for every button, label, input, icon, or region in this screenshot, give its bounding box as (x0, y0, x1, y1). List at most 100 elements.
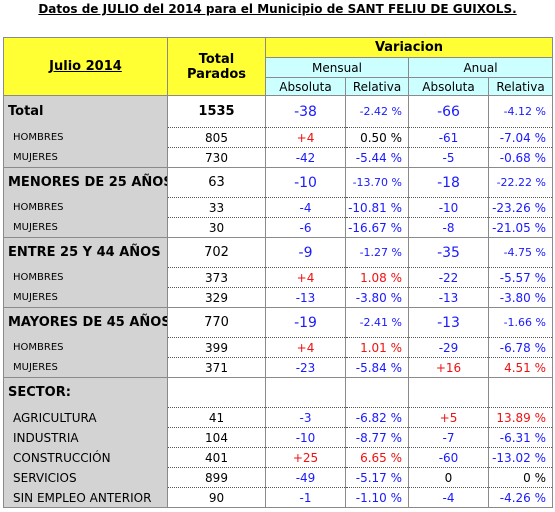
table-row: INDUSTRIA 104 -10 -8.77 % -7 -6.31 % (3, 427, 553, 448)
row-label: MENORES DE 25 AÑOS: (3, 167, 168, 198)
annual-relative: -1.66 % (488, 307, 553, 338)
annual-relative: 13.89 % (488, 407, 553, 428)
row-label: SERVICIOS (3, 467, 168, 488)
monthly-relative (345, 377, 409, 408)
total-value: 41 (167, 407, 266, 428)
data-table: Julio 2014 Total Parados Variacion Mensu… (3, 37, 553, 508)
table-row: MUJERES 30 -6 -16.67 % -8 -21.05 % (3, 217, 553, 238)
table-row: MUJERES 730 -42 -5.44 % -5 -0.68 % (3, 147, 553, 168)
total-value: 805 (167, 127, 266, 148)
monthly-relative: -2.41 % (345, 307, 409, 338)
monthly-absolute: -3 (265, 407, 346, 428)
row-label: INDUSTRIA (3, 427, 168, 448)
annual-absolute: -35 (408, 237, 489, 268)
total-value: 90 (167, 487, 266, 508)
row-label: MAYORES DE 45 AÑOS (3, 307, 168, 338)
total-value: 30 (167, 217, 266, 238)
annual-relative: -3.80 % (488, 287, 553, 308)
monthly-relative: -5.44 % (345, 147, 409, 168)
monthly-absolute: -38 (265, 95, 346, 128)
table-row: MAYORES DE 45 AÑOS 770 -19 -2.41 % -13 -1.66 … (3, 307, 553, 338)
monthly-relative: 1.01 % (345, 337, 409, 358)
monthly-relative: 1.08 % (345, 267, 409, 288)
monthly-absolute (265, 377, 346, 408)
row-label: HOMBRES (3, 337, 168, 358)
monthly-absolute: +4 (265, 127, 346, 148)
monthly-absolute: -4 (265, 197, 346, 218)
table-row: MUJERES 329 -13 -3.80 % -13 -3.80 % (3, 287, 553, 308)
annual-absolute (408, 377, 489, 408)
annual-relative: -6.31 % (488, 427, 553, 448)
annual-absolute: -61 (408, 127, 489, 148)
table-row: HOMBRES 399 +4 1.01 % -29 -6.78 % (3, 337, 553, 358)
anual-header: Anual (408, 57, 553, 78)
annual-relative: -4.26 % (488, 487, 553, 508)
table-row: SECTOR: (3, 377, 553, 408)
table-row: HOMBRES 373 +4 1.08 % -22 -5.57 % (3, 267, 553, 288)
annual-absolute: -66 (408, 95, 489, 128)
monthly-absolute: +25 (265, 447, 346, 468)
mensual-header: Mensual (265, 57, 409, 78)
annual-relative: -5.57 % (488, 267, 553, 288)
row-label: HOMBRES (3, 127, 168, 148)
monthly-absolute: -6 (265, 217, 346, 238)
table-row: ENTRE 25 Y 44 AÑOS 702 -9 -1.27 % -35 -4.75 % (3, 237, 553, 268)
annual-relative: 0 % (488, 467, 553, 488)
annual-absolute: -60 (408, 447, 489, 468)
row-label: MUJERES (3, 287, 168, 308)
annual-absolute: -7 (408, 427, 489, 448)
total-value: 730 (167, 147, 266, 168)
monthly-relative: -2.42 % (345, 95, 409, 128)
total-value: 399 (167, 337, 266, 358)
total-value: 33 (167, 197, 266, 218)
annual-relative: -13.02 % (488, 447, 553, 468)
monthly-relative: -10.81 % (345, 197, 409, 218)
monthly-absolute: -13 (265, 287, 346, 308)
table-row: Total 1535 -38 -2.42 % -66 -4.12 % (3, 95, 553, 128)
total-value: 329 (167, 287, 266, 308)
total-value: 104 (167, 427, 266, 448)
total-header: Total Parados (167, 37, 266, 96)
monthly-relative: -6.82 % (345, 407, 409, 428)
annual-absolute: 0 (408, 467, 489, 488)
annual-absolute: -8 (408, 217, 489, 238)
total-value: 770 (167, 307, 266, 338)
annual-absolute: -5 (408, 147, 489, 168)
monthly-absolute: -23 (265, 357, 346, 378)
total-value: 63 (167, 167, 266, 198)
row-label: AGRICULTURA (3, 407, 168, 428)
row-label: HOMBRES (3, 267, 168, 288)
annual-relative: -21.05 % (488, 217, 553, 238)
table-row: MUJERES 371 -23 -5.84 % +16 4.51 % (3, 357, 553, 378)
monthly-absolute: -49 (265, 467, 346, 488)
row-label: MUJERES (3, 147, 168, 168)
row-label: SIN EMPLEO ANTERIOR (3, 487, 168, 508)
monthly-relative: -5.84 % (345, 357, 409, 378)
row-label: CONSTRUCCIÓN (3, 447, 168, 468)
annual-absolute: -18 (408, 167, 489, 198)
annual-absolute: +16 (408, 357, 489, 378)
annual-relative (488, 377, 553, 408)
annual-relative: 4.51 % (488, 357, 553, 378)
monthly-relative: -3.80 % (345, 287, 409, 308)
monthly-absolute: -1 (265, 487, 346, 508)
total-value: 1535 (167, 95, 266, 128)
annual-absolute: -13 (408, 307, 489, 338)
monthly-relative: 6.65 % (345, 447, 409, 468)
monthly-relative: -1.27 % (345, 237, 409, 268)
table-row: HOMBRES 805 +4 0.50 % -61 -7.04 % (3, 127, 553, 148)
total-value: 702 (167, 237, 266, 268)
monthly-absolute: -42 (265, 147, 346, 168)
variacion-header: Variacion (265, 37, 553, 58)
column-header: Relativa (488, 77, 553, 96)
annual-absolute: -29 (408, 337, 489, 358)
total-value: 401 (167, 447, 266, 468)
column-header: Absoluta (408, 77, 489, 96)
column-header: Relativa (345, 77, 409, 96)
table-row: AGRICULTURA 41 -3 -6.82 % +5 13.89 % (3, 407, 553, 428)
monthly-absolute: -10 (265, 427, 346, 448)
row-label: HOMBRES (3, 197, 168, 218)
table-row: SERVICIOS 899 -49 -5.17 % 0 0 % (3, 467, 553, 488)
monthly-relative: 0.50 % (345, 127, 409, 148)
row-label: ENTRE 25 Y 44 AÑOS (3, 237, 168, 268)
